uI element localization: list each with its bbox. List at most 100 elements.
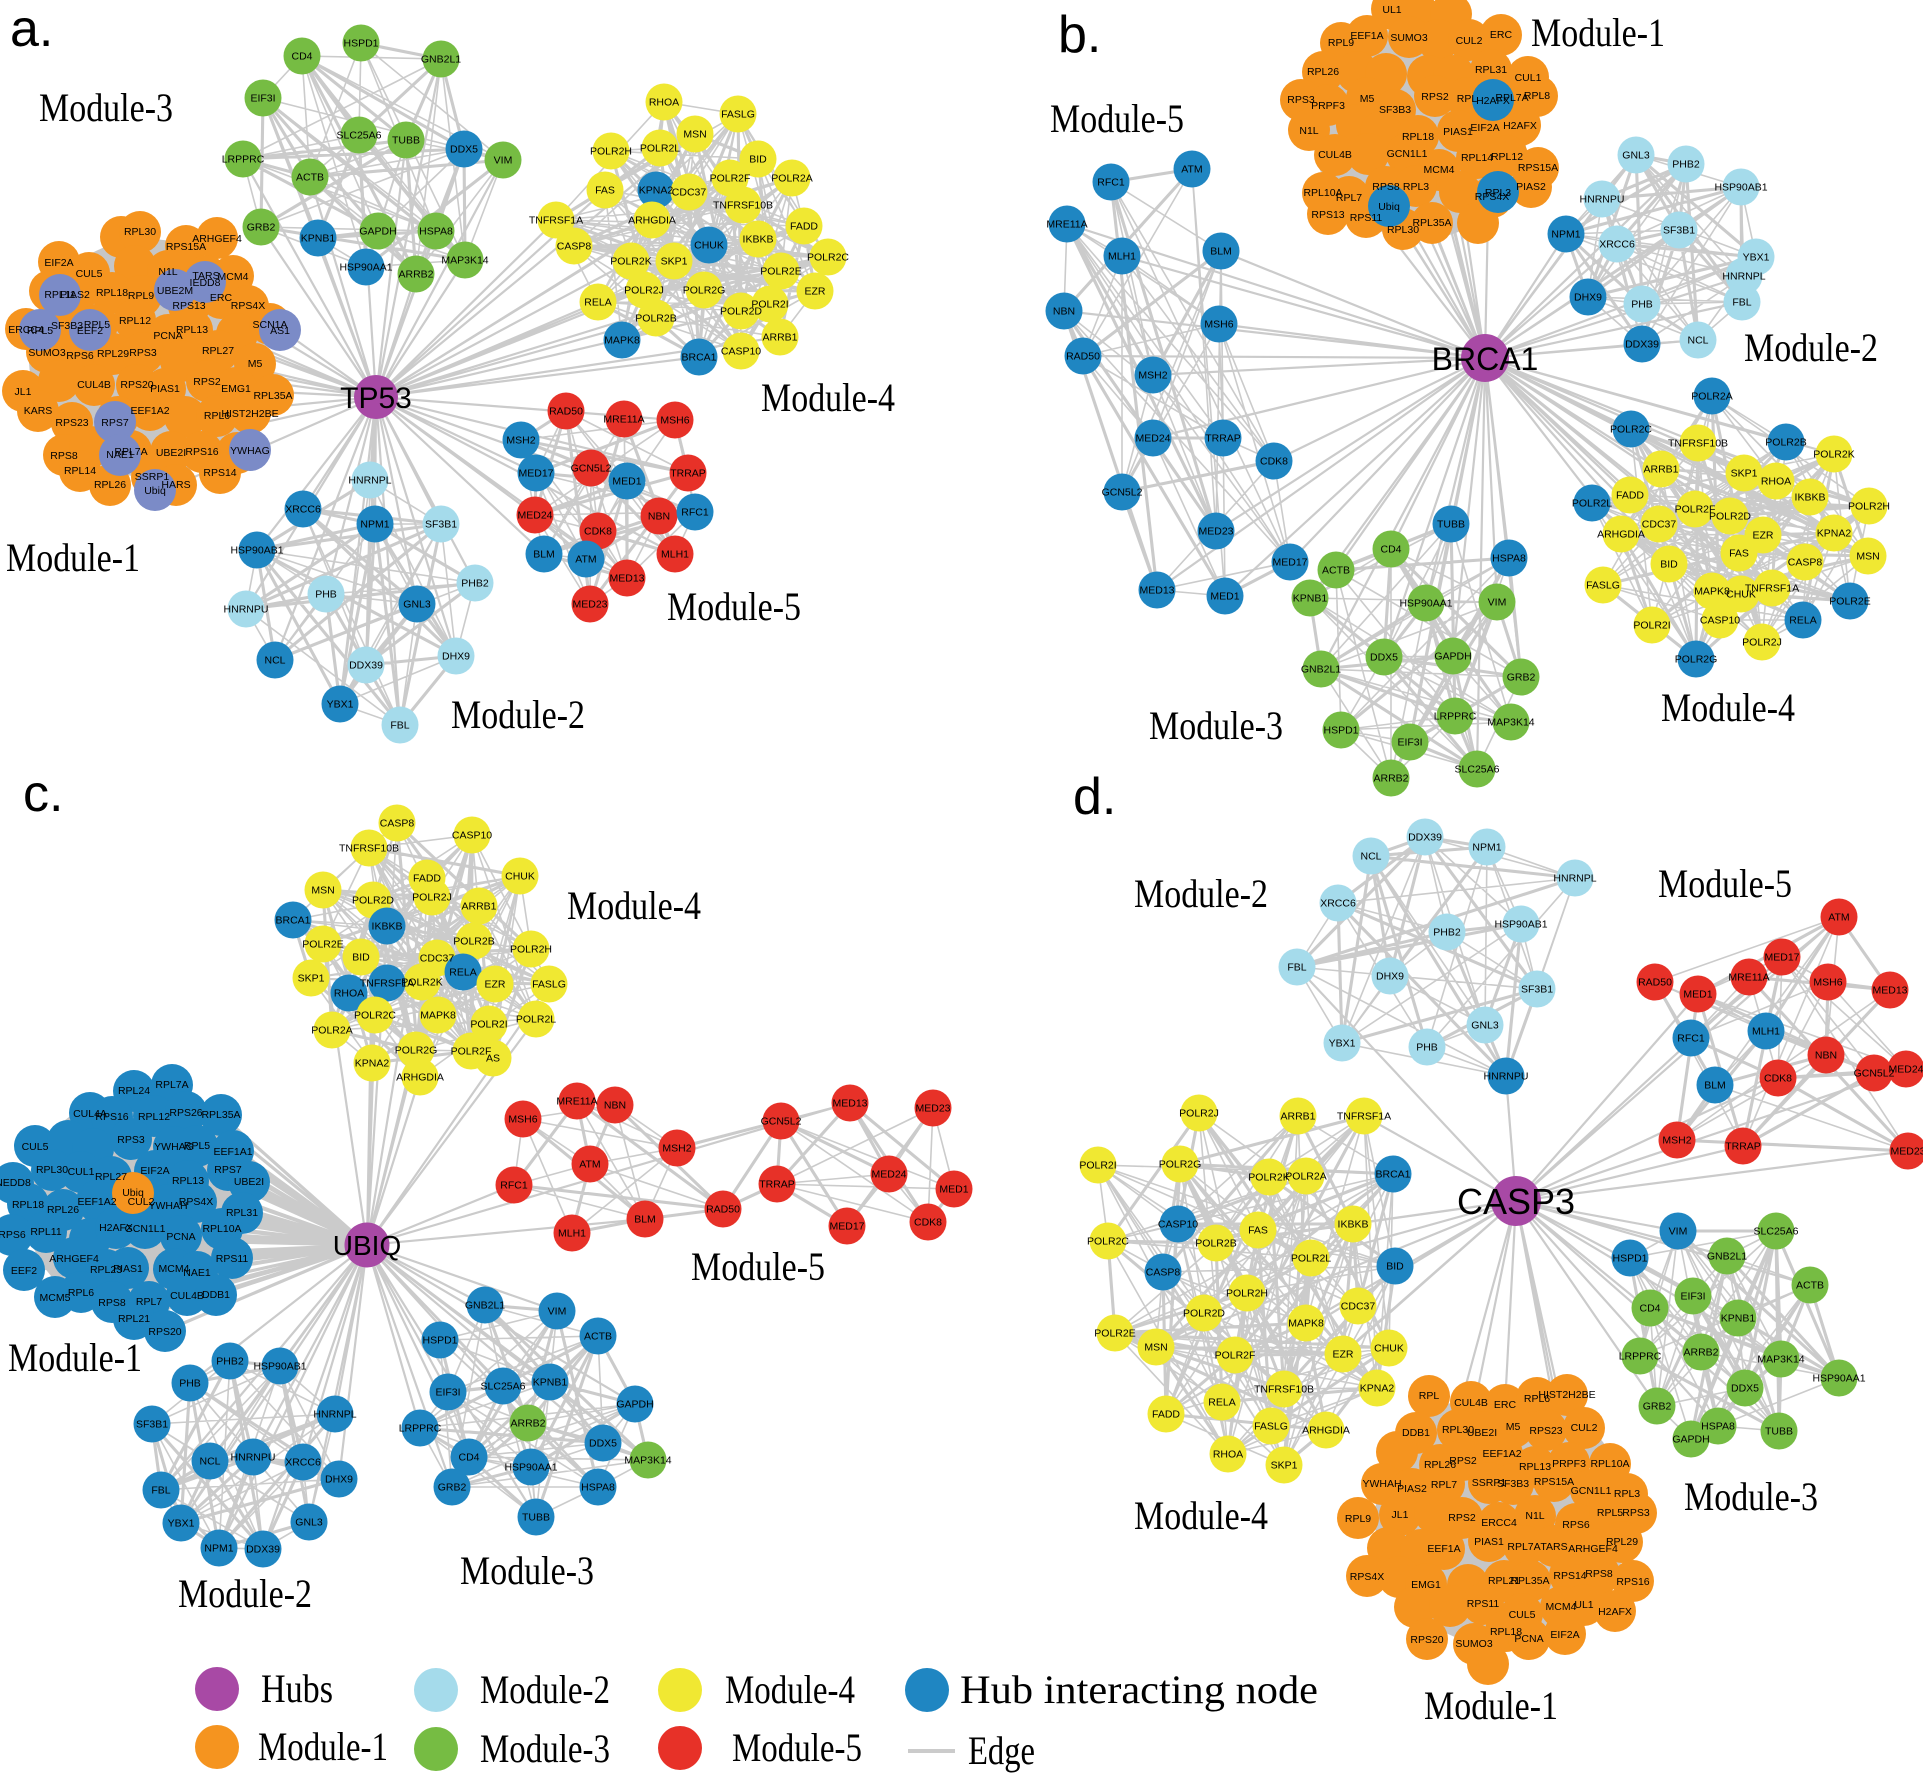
svg-text:RPS23: RPS23 <box>1529 1425 1562 1437</box>
svg-text:FASLG: FASLG <box>532 979 566 991</box>
svg-text:MED23: MED23 <box>1198 526 1233 538</box>
svg-text:HSP90AA1: HSP90AA1 <box>1399 598 1452 610</box>
svg-text:ERC: ERC <box>1490 29 1513 41</box>
svg-text:H2AFX: H2AFX <box>1476 95 1510 107</box>
svg-text:SUMO3: SUMO3 <box>1455 1638 1493 1650</box>
svg-text:PHB2: PHB2 <box>1672 159 1700 171</box>
svg-text:POLR2L: POLR2L <box>1572 498 1612 510</box>
svg-text:RPS4X: RPS4X <box>179 1196 213 1208</box>
svg-text:KPNB1: KPNB1 <box>1721 1313 1756 1325</box>
svg-text:RPL18: RPL18 <box>12 1199 44 1211</box>
svg-text:POLR2C: POLR2C <box>1610 424 1652 436</box>
svg-text:RPS3: RPS3 <box>1622 1507 1650 1519</box>
svg-text:HSPD1: HSPD1 <box>1323 725 1358 737</box>
svg-text:POLR2H: POLR2H <box>590 146 632 158</box>
svg-text:GAPDH: GAPDH <box>1672 1434 1709 1446</box>
svg-text:RPL26: RPL26 <box>94 479 126 491</box>
svg-text:MED17: MED17 <box>1272 557 1307 569</box>
svg-text:CASP3: CASP3 <box>1457 1181 1575 1222</box>
svg-text:EEF1A2: EEF1A2 <box>130 405 169 417</box>
svg-text:MED17: MED17 <box>829 1221 864 1233</box>
svg-text:CUL4B: CUL4B <box>1318 149 1352 161</box>
svg-text:DDX39: DDX39 <box>349 660 383 672</box>
svg-text:RPL29: RPL29 <box>97 348 129 360</box>
svg-text:RPL13: RPL13 <box>1519 1461 1551 1473</box>
svg-text:POLR2A: POLR2A <box>1691 391 1732 403</box>
svg-text:RPL3: RPL3 <box>1485 187 1511 199</box>
svg-text:RPS16: RPS16 <box>185 446 218 458</box>
svg-text:CD4: CD4 <box>458 1452 479 1464</box>
svg-text:Module-2: Module-2 <box>480 1667 610 1712</box>
svg-text:TP53: TP53 <box>340 382 412 415</box>
svg-text:RELA: RELA <box>1208 1397 1235 1409</box>
svg-text:FASLG: FASLG <box>721 109 755 121</box>
svg-text:TNFRSF10B: TNFRSF10B <box>713 200 773 212</box>
svg-text:BLM: BLM <box>634 1214 656 1226</box>
svg-text:RPL10A: RPL10A <box>1590 1458 1629 1470</box>
svg-text:RPL11: RPL11 <box>44 289 75 301</box>
svg-text:Module-4: Module-4 <box>761 375 895 420</box>
svg-text:Module-4: Module-4 <box>725 1667 855 1712</box>
svg-text:GAPDH: GAPDH <box>1434 651 1471 663</box>
svg-text:EIF3I: EIF3I <box>1397 737 1422 749</box>
svg-text:Module-1: Module-1 <box>1424 1683 1558 1728</box>
svg-text:SF3B1: SF3B1 <box>425 519 457 531</box>
svg-text:EEF1A: EEF1A <box>1427 1543 1460 1555</box>
svg-text:GNL3: GNL3 <box>295 1517 323 1529</box>
svg-text:HSPD1: HSPD1 <box>343 38 378 50</box>
svg-text:IEDD8: IEDD8 <box>190 277 221 289</box>
svg-text:Module-4: Module-4 <box>567 883 701 928</box>
svg-text:GCN1L1: GCN1L1 <box>125 1223 166 1235</box>
svg-text:RPL7A: RPL7A <box>155 1079 188 1091</box>
svg-text:POLR2E: POLR2E <box>1094 1328 1135 1340</box>
svg-text:MAPK8: MAPK8 <box>420 1010 456 1022</box>
svg-text:POLR2A: POLR2A <box>771 173 812 185</box>
svg-text:POLR2H: POLR2H <box>510 944 552 956</box>
svg-text:TNFRSF1A: TNFRSF1A <box>1337 1111 1391 1123</box>
svg-text:MSH6: MSH6 <box>660 415 689 427</box>
svg-text:ARRB1: ARRB1 <box>1643 464 1678 476</box>
svg-text:GNB2L1: GNB2L1 <box>1301 664 1341 676</box>
svg-text:RPL5: RPL5 <box>184 1140 210 1152</box>
svg-text:POLR2E: POLR2E <box>760 266 801 278</box>
svg-text:RPS8: RPS8 <box>1585 1568 1613 1580</box>
svg-text:RHOA: RHOA <box>649 97 679 109</box>
svg-text:POLR2G: POLR2G <box>395 1045 438 1057</box>
svg-text:FAS: FAS <box>595 185 615 197</box>
svg-text:HSP90AB1: HSP90AB1 <box>230 545 283 557</box>
svg-text:PIAS1: PIAS1 <box>1443 126 1473 138</box>
svg-text:MLH1: MLH1 <box>1108 251 1136 263</box>
svg-text:HSPA8: HSPA8 <box>419 226 453 238</box>
svg-text:YBX1: YBX1 <box>1329 1038 1356 1050</box>
svg-text:RPS14: RPS14 <box>203 467 236 479</box>
svg-text:CUL4B: CUL4B <box>170 1290 204 1302</box>
svg-text:MED23: MED23 <box>1890 1146 1923 1158</box>
svg-text:TNFRSF10B: TNFRSF10B <box>1668 438 1728 450</box>
svg-text:CASP10: CASP10 <box>1700 615 1740 627</box>
svg-text:Module-1: Module-1 <box>6 535 140 580</box>
svg-text:CUL2: CUL2 <box>1456 35 1483 47</box>
svg-text:DDX39: DDX39 <box>246 1544 280 1556</box>
svg-text:HSPA8: HSPA8 <box>1492 553 1526 565</box>
svg-text:SKP1: SKP1 <box>1271 1460 1298 1472</box>
svg-text:ATM: ATM <box>1181 164 1202 176</box>
svg-text:RPS11: RPS11 <box>216 1253 249 1265</box>
svg-text:Module-2: Module-2 <box>1134 871 1268 916</box>
svg-text:TUBB: TUBB <box>1437 519 1465 531</box>
svg-text:RPL35A: RPL35A <box>201 1109 240 1121</box>
svg-text:HNRNPU: HNRNPU <box>231 1452 276 1464</box>
svg-text:BLM: BLM <box>1704 1080 1726 1092</box>
svg-text:RPS16: RPS16 <box>95 1111 128 1123</box>
svg-text:MED13: MED13 <box>832 1098 867 1110</box>
svg-text:HNRNPL: HNRNPL <box>313 1409 356 1421</box>
svg-text:Module-5: Module-5 <box>691 1244 825 1289</box>
svg-text:TNFRSF1A: TNFRSF1A <box>360 978 414 990</box>
svg-text:POLR2B: POLR2B <box>453 936 494 948</box>
svg-text:DDB1: DDB1 <box>202 1289 230 1301</box>
svg-text:YWHAH: YWHAH <box>1362 1478 1401 1490</box>
svg-text:MCM4: MCM4 <box>1546 1601 1577 1613</box>
svg-text:RPL5: RPL5 <box>1597 1507 1623 1519</box>
svg-text:MED13: MED13 <box>1872 985 1907 997</box>
svg-text:RPS6: RPS6 <box>0 1229 26 1241</box>
svg-text:BID: BID <box>352 952 370 964</box>
